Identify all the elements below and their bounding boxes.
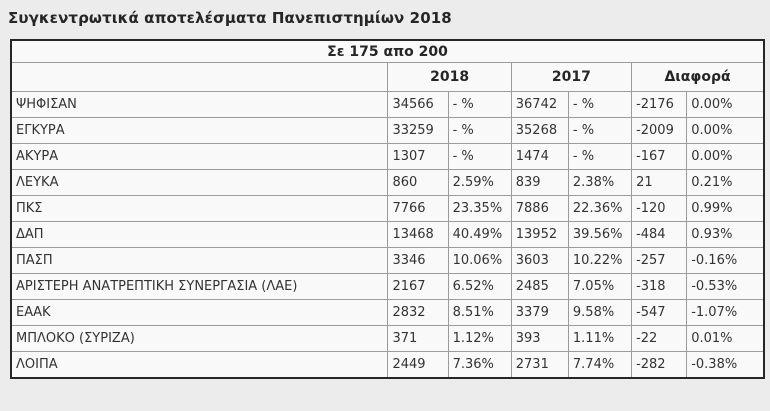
pct-2018: 6.52% — [447, 273, 512, 300]
diff-pct: 0.00% — [686, 143, 765, 170]
diff-votes: -318 — [631, 273, 688, 300]
votes-2018: 860 — [387, 169, 449, 196]
votes-2017: 839 — [510, 169, 569, 196]
row-label: ΑΚΥΡΑ — [10, 143, 389, 170]
pct-2017: 9.58% — [567, 299, 633, 326]
votes-2018: 2449 — [387, 351, 449, 379]
diff-votes: -167 — [631, 143, 688, 170]
votes-2017: 393 — [510, 325, 569, 352]
votes-2017: 7886 — [510, 195, 569, 222]
table-header-row: 2018 2017 Διαφορά — [10, 62, 765, 92]
pct-2018: 8.51% — [447, 299, 512, 326]
column-header-diff: Διαφορά — [631, 62, 765, 92]
pct-2017: 7.05% — [567, 273, 633, 300]
table-row: ΜΠΛΟΚΟ (ΣΥΡΙΖΑ) 371 1.12% 393 1.11% -22 … — [10, 325, 765, 352]
diff-pct: 0.21% — [686, 169, 765, 196]
diff-votes: -120 — [631, 195, 688, 222]
pct-2018: 1.12% — [447, 325, 512, 352]
row-label: ΠΑΣΠ — [10, 247, 389, 274]
row-label: ΜΠΛΟΚΟ (ΣΥΡΙΖΑ) — [10, 325, 389, 352]
row-label: ΕΓΚΥΡΑ — [10, 117, 389, 144]
table-caption: Σε 175 απο 200 — [10, 39, 765, 63]
diff-pct: 0.93% — [686, 221, 765, 248]
pct-2017: - % — [567, 91, 633, 118]
votes-2017: 2731 — [510, 351, 569, 379]
pct-2017: 10.22% — [567, 247, 633, 274]
votes-2018: 1307 — [387, 143, 449, 170]
row-label: ΠΚΣ — [10, 195, 389, 222]
pct-2017: 39.56% — [567, 221, 633, 248]
pct-2017: 7.74% — [567, 351, 633, 379]
diff-votes: -2009 — [631, 117, 688, 144]
diff-pct: 0.00% — [686, 91, 765, 118]
votes-2018: 2832 — [387, 299, 449, 326]
votes-2017: 35268 — [510, 117, 569, 144]
column-header-2018: 2018 — [387, 62, 512, 92]
votes-2017: 13952 — [510, 221, 569, 248]
pct-2017: 2.38% — [567, 169, 633, 196]
table-row: ΕΓΚΥΡΑ 33259 - % 35268 - % -2009 0.00% — [10, 117, 765, 144]
row-label: ΑΡΙΣΤΕΡΗ ΑΝΑΤΡΕΠΤΙΚΗ ΣΥΝΕΡΓΑΣΙΑ (ΛΑΕ) — [10, 273, 389, 300]
pct-2017: 1.11% — [567, 325, 633, 352]
diff-pct: 0.01% — [686, 325, 765, 352]
votes-2018: 34566 — [387, 91, 449, 118]
diff-pct: -0.53% — [686, 273, 765, 300]
page-title: Συγκεντρωτικά αποτελέσματα Πανεπιστημίων… — [8, 9, 452, 27]
diff-pct: -0.16% — [686, 247, 765, 274]
table-row: ΛΟΙΠΑ 2449 7.36% 2731 7.74% -282 -0.38% — [10, 351, 765, 379]
table-row: ΑΚΥΡΑ 1307 - % 1474 - % -167 0.00% — [10, 143, 765, 170]
votes-2018: 2167 — [387, 273, 449, 300]
diff-votes: -22 — [631, 325, 688, 352]
pct-2017: 22.36% — [567, 195, 633, 222]
diff-votes: -2176 — [631, 91, 688, 118]
votes-2017: 3603 — [510, 247, 569, 274]
votes-2018: 7766 — [387, 195, 449, 222]
pct-2017: - % — [567, 117, 633, 144]
pct-2018: 7.36% — [447, 351, 512, 379]
diff-pct: 0.99% — [686, 195, 765, 222]
votes-2017: 3379 — [510, 299, 569, 326]
pct-2018: 23.35% — [447, 195, 512, 222]
diff-pct: -1.07% — [686, 299, 765, 326]
table-row: ΨΗΦΙΣΑΝ 34566 - % 36742 - % -2176 0.00% — [10, 91, 765, 118]
row-label: ΕΑΑΚ — [10, 299, 389, 326]
pct-2018: - % — [447, 117, 512, 144]
table-caption-row: Σε 175 απο 200 — [10, 39, 765, 63]
row-label: ΨΗΦΙΣΑΝ — [10, 91, 389, 118]
diff-votes: -484 — [631, 221, 688, 248]
row-label: ΛΟΙΠΑ — [10, 351, 389, 379]
table-row: ΛΕΥΚΑ 860 2.59% 839 2.38% 21 0.21% — [10, 169, 765, 196]
column-header-2017: 2017 — [510, 62, 633, 92]
table-row: ΑΡΙΣΤΕΡΗ ΑΝΑΤΡΕΠΤΙΚΗ ΣΥΝΕΡΓΑΣΙΑ (ΛΑΕ) 21… — [10, 273, 765, 300]
pct-2018: - % — [447, 143, 512, 170]
table-row: ΠΑΣΠ 3346 10.06% 3603 10.22% -257 -0.16% — [10, 247, 765, 274]
votes-2018: 371 — [387, 325, 449, 352]
votes-2018: 3346 — [387, 247, 449, 274]
pct-2018: 2.59% — [447, 169, 512, 196]
diff-votes: 21 — [631, 169, 688, 196]
pct-2018: 10.06% — [447, 247, 512, 274]
votes-2018: 33259 — [387, 117, 449, 144]
votes-2017: 2485 — [510, 273, 569, 300]
diff-votes: -282 — [631, 351, 688, 379]
diff-pct: 0.00% — [686, 117, 765, 144]
votes-2017: 1474 — [510, 143, 569, 170]
diff-pct: -0.38% — [686, 351, 765, 379]
table-row: ΔΑΠ 13468 40.49% 13952 39.56% -484 0.93% — [10, 221, 765, 248]
table-row: ΕΑΑΚ 2832 8.51% 3379 9.58% -547 -1.07% — [10, 299, 765, 326]
table-row: ΠΚΣ 7766 23.35% 7886 22.36% -120 0.99% — [10, 195, 765, 222]
results-table: Σε 175 απο 200 2018 2017 Διαφορά ΨΗΦΙΣΑΝ… — [10, 39, 765, 379]
votes-2018: 13468 — [387, 221, 449, 248]
diff-votes: -257 — [631, 247, 688, 274]
row-label: ΛΕΥΚΑ — [10, 169, 389, 196]
pct-2018: 40.49% — [447, 221, 512, 248]
row-label: ΔΑΠ — [10, 221, 389, 248]
votes-2017: 36742 — [510, 91, 569, 118]
pct-2017: - % — [567, 143, 633, 170]
pct-2018: - % — [447, 91, 512, 118]
diff-votes: -547 — [631, 299, 688, 326]
column-header-blank — [10, 62, 389, 92]
